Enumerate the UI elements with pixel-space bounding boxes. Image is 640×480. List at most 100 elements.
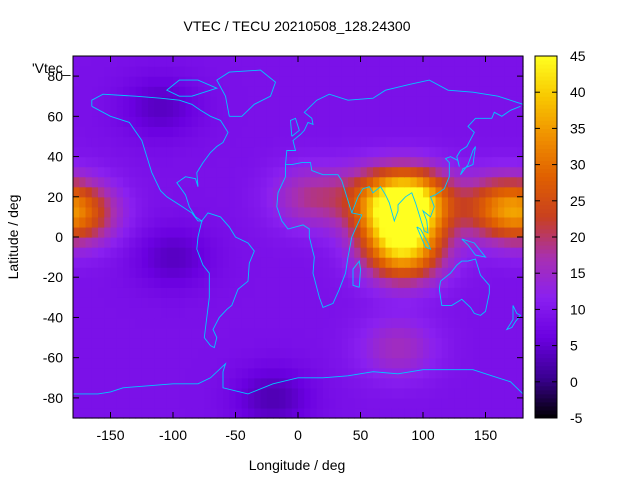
heat-cell <box>160 327 168 339</box>
heat-cell <box>304 287 312 298</box>
heat-cell <box>173 96 180 107</box>
heat-cell <box>179 287 187 298</box>
heat-cell <box>279 357 287 369</box>
heat-cell <box>98 196 105 208</box>
heat-cell <box>373 146 380 158</box>
heat-cell <box>204 126 212 138</box>
heat-cell <box>204 387 212 399</box>
heat-cell <box>441 86 449 97</box>
heat-cell <box>104 216 112 228</box>
heat-cell <box>410 327 418 339</box>
heat-cell <box>466 126 474 138</box>
heat-cell <box>223 216 230 228</box>
heat-cell <box>485 56 493 67</box>
heat-cell <box>354 166 362 178</box>
heat-cell <box>485 347 493 359</box>
heat-cell <box>123 347 130 359</box>
heat-cell <box>435 387 443 399</box>
heat-cell <box>129 287 137 298</box>
heat-cell <box>104 166 112 178</box>
x-tick-label: 100 <box>411 427 435 443</box>
heat-cell <box>135 136 143 148</box>
heat-cell <box>398 186 405 198</box>
heat-cell <box>498 226 505 238</box>
heat-cell <box>210 307 218 319</box>
heat-cell <box>323 277 330 288</box>
heat-cell <box>79 156 87 168</box>
heat-cell <box>516 247 524 258</box>
heat-cell <box>398 146 405 158</box>
heat-cell <box>335 136 343 148</box>
heat-cell <box>360 347 368 359</box>
chart-title: VTEC / TECU 20210508_128.24300 <box>183 18 410 34</box>
heat-cell <box>454 337 462 349</box>
heat-cell <box>73 297 80 308</box>
colorbar-swatch <box>535 220 557 226</box>
heat-cell <box>191 377 199 389</box>
heat-cell <box>454 237 462 248</box>
heat-cell <box>373 196 380 208</box>
heat-cell <box>254 186 262 198</box>
heat-cell <box>504 166 512 178</box>
heat-cell <box>291 327 299 339</box>
heat-cell <box>241 176 249 188</box>
heat-cell <box>291 317 299 329</box>
heat-cell <box>298 226 305 238</box>
heat-cell <box>273 327 280 339</box>
heat-cell <box>98 367 105 379</box>
heat-cell <box>135 247 143 258</box>
heat-cell <box>448 136 455 148</box>
heat-cell <box>329 297 337 308</box>
heat-cell <box>79 297 87 308</box>
heat-cell <box>416 166 424 178</box>
heat-cell <box>248 206 255 218</box>
heat-cell <box>216 367 224 379</box>
heat-cell <box>248 166 255 178</box>
heat-cell <box>179 196 187 208</box>
heat-cell <box>235 116 243 127</box>
heat-cell <box>179 106 187 117</box>
heat-cell <box>85 156 93 168</box>
heat-cell <box>448 76 455 87</box>
heat-cell <box>216 307 224 319</box>
heat-cell <box>85 76 93 87</box>
heat-cell <box>491 307 499 319</box>
heat-cell <box>323 96 330 107</box>
heat-cell <box>435 146 443 158</box>
heat-cell <box>423 86 430 97</box>
colorbar-swatch <box>535 204 557 210</box>
heat-cell <box>79 287 87 298</box>
heat-cell <box>448 257 455 268</box>
heat-cell <box>516 156 524 168</box>
heat-cell <box>516 186 524 198</box>
heat-cell <box>141 196 149 208</box>
heat-cell <box>241 397 249 409</box>
heat-cell <box>129 156 137 168</box>
heat-cell <box>310 237 318 248</box>
heat-cell <box>110 407 118 419</box>
heat-cell <box>335 106 343 117</box>
heat-cell <box>323 146 330 158</box>
heat-cell <box>135 337 143 349</box>
heat-cell <box>416 337 424 349</box>
heat-cell <box>173 186 180 198</box>
heat-cell <box>141 96 149 107</box>
heat-cell <box>329 337 337 349</box>
heat-cell <box>385 257 393 268</box>
heat-cell <box>160 136 168 148</box>
heat-cell <box>379 297 387 308</box>
heat-cell <box>485 66 493 77</box>
heat-cell <box>385 277 393 288</box>
heat-cell <box>123 247 130 258</box>
heat-cell <box>273 156 280 168</box>
heat-cell <box>241 76 249 87</box>
heat-cell <box>329 116 337 127</box>
heat-cell <box>335 176 343 188</box>
heat-cell <box>504 297 512 308</box>
heat-cell <box>366 96 374 107</box>
heat-cell <box>423 297 430 308</box>
heat-cell <box>373 56 380 67</box>
heat-cell <box>154 317 162 329</box>
heat-cell <box>160 267 168 278</box>
heat-cell <box>216 226 224 238</box>
